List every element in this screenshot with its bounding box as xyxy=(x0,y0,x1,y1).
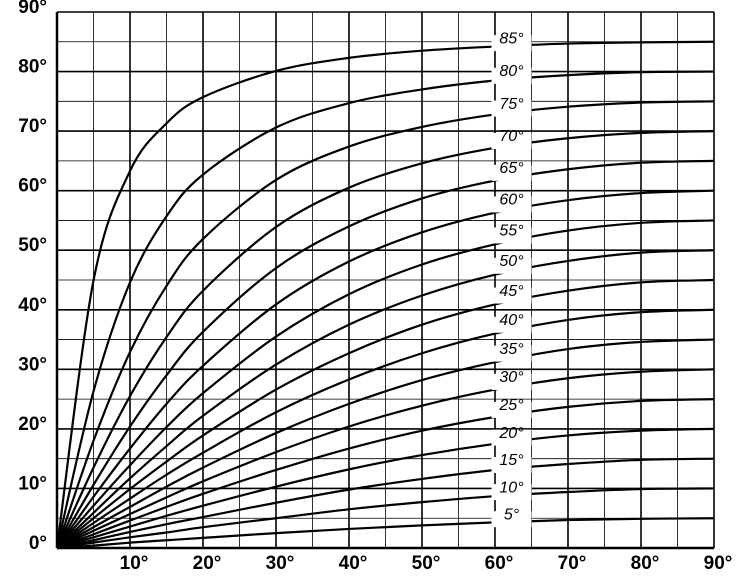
label-bg xyxy=(491,227,532,244)
curve-label: 60° xyxy=(499,192,524,209)
curve-label: 5° xyxy=(504,506,520,523)
label-bg xyxy=(491,345,532,362)
curve xyxy=(56,398,715,550)
curve-label: 20° xyxy=(498,425,524,442)
y-tick-label: 40° xyxy=(18,295,47,316)
x-tick-label: 20° xyxy=(193,553,222,574)
label-bg xyxy=(491,457,532,474)
x-tick-label: 10° xyxy=(120,553,149,574)
curve-label: 35° xyxy=(499,341,524,358)
label-bg xyxy=(491,401,532,418)
curve xyxy=(56,338,715,549)
curve-label: 65° xyxy=(499,160,524,177)
label-bg xyxy=(491,100,532,117)
label-bg xyxy=(491,511,532,528)
curve xyxy=(55,100,715,549)
curve xyxy=(56,219,715,549)
curve-label: 50° xyxy=(499,253,524,270)
curve xyxy=(56,427,715,550)
label-bg xyxy=(491,429,532,446)
curve xyxy=(55,40,715,549)
label-bg xyxy=(491,316,532,333)
x-tick-label: 70° xyxy=(558,553,587,574)
curve-label: 25° xyxy=(498,397,524,414)
curve-label: 15° xyxy=(499,452,524,469)
label-bg xyxy=(491,484,532,501)
curve-label: 45° xyxy=(499,283,524,300)
label-bg xyxy=(491,164,532,181)
y-tick-label: 60° xyxy=(18,176,47,197)
curve-label: 40° xyxy=(499,312,524,329)
x-tick-label: 60° xyxy=(485,553,514,574)
y-tick-label: 80° xyxy=(18,57,47,78)
curve xyxy=(56,517,715,550)
y-tick-label: 50° xyxy=(18,235,47,256)
x-tick-label: 40° xyxy=(339,553,368,574)
label-bg xyxy=(491,35,532,52)
y-tick-label: 30° xyxy=(18,354,47,375)
y-tick-label: 90° xyxy=(18,0,47,18)
label-bg xyxy=(491,373,532,390)
curve-label: 85° xyxy=(499,30,524,47)
curve-label: 75° xyxy=(499,96,524,113)
curve xyxy=(56,368,715,549)
x-tick-label: 80° xyxy=(631,553,660,574)
curve xyxy=(56,189,715,549)
curve-label: 30° xyxy=(499,369,524,386)
curve xyxy=(56,278,715,549)
y-tick-label: 20° xyxy=(18,414,47,435)
label-bg xyxy=(491,287,532,304)
y-tick-label: 10° xyxy=(18,473,47,494)
curve xyxy=(56,159,715,549)
x-tick-label: 90° xyxy=(704,553,733,574)
curve xyxy=(55,70,715,549)
curve-label: 80° xyxy=(499,63,524,80)
x-tick-label: 50° xyxy=(412,553,441,574)
curve-label: 55° xyxy=(499,223,524,240)
x-tick-label: 30° xyxy=(266,553,295,574)
label-bg xyxy=(491,196,532,213)
curve xyxy=(56,249,715,549)
curve xyxy=(56,487,715,550)
label-bg xyxy=(491,133,532,150)
curve-label: 70° xyxy=(499,128,524,145)
y-tick-label: 0° xyxy=(29,533,47,554)
label-bg xyxy=(491,67,532,84)
curve xyxy=(55,130,715,549)
curve xyxy=(56,457,715,550)
label-bg xyxy=(491,257,532,274)
y-tick-label: 70° xyxy=(18,116,47,137)
curve-label: 10° xyxy=(499,479,524,496)
curve xyxy=(56,308,715,549)
